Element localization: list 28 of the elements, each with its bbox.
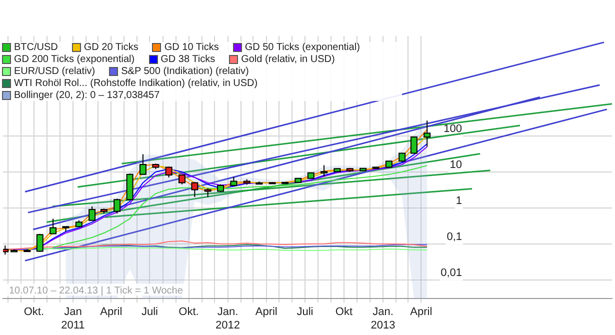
x-tick-label: Okt.: [24, 306, 44, 318]
y-tick-label: 0,1: [446, 230, 462, 243]
annotation: 10.07.10 – 22.04.13 | 1 Tick = 1 Woche: [9, 285, 184, 296]
x-tick-label: Juli: [296, 306, 314, 318]
x-tick-label: April: [410, 306, 432, 318]
x-tick-label: Okt: [335, 306, 353, 318]
x-tick-label: Jan. 2012: [216, 306, 240, 332]
x-tick-label: Juli: [141, 306, 158, 318]
x-tick-label: Jan 2011: [61, 306, 85, 332]
x-tick-label: Okt.: [178, 306, 199, 318]
x-tick-label: April: [255, 306, 278, 318]
legend-label: BTC/USD: [14, 42, 58, 53]
x-tick-label: April: [100, 306, 122, 318]
y-tick-label: 100: [444, 122, 462, 135]
legend-label: GD 20 Ticks: [84, 42, 138, 53]
legend-label: GD 50 Ticks (exponential): [244, 42, 360, 53]
y-tick-label: 1: [456, 194, 462, 207]
y-tick-label: 10: [450, 158, 462, 171]
x-tick-label: Jan. 2013: [370, 306, 396, 332]
y-tick-label: 0,01: [440, 266, 462, 279]
legend-label: Gold (relativ, in USD): [241, 54, 335, 65]
legend-label: GD 10 Ticks: [164, 42, 219, 53]
legend-label: GD 200 Ticks (exponential): [14, 54, 135, 65]
legend-label: WTI Rohöl Rol... (Rohstoffe Indikation) (relativ, in USD): [14, 78, 258, 89]
legend-label: EUR/USD (relativ): [14, 66, 96, 77]
legend-label: GD 38 Ticks: [160, 54, 216, 65]
legend-label: S&P 500 (Indikation) (relativ): [121, 66, 249, 77]
legend-label: Bollinger (20, 2): 0 – 137,038457: [14, 90, 160, 101]
